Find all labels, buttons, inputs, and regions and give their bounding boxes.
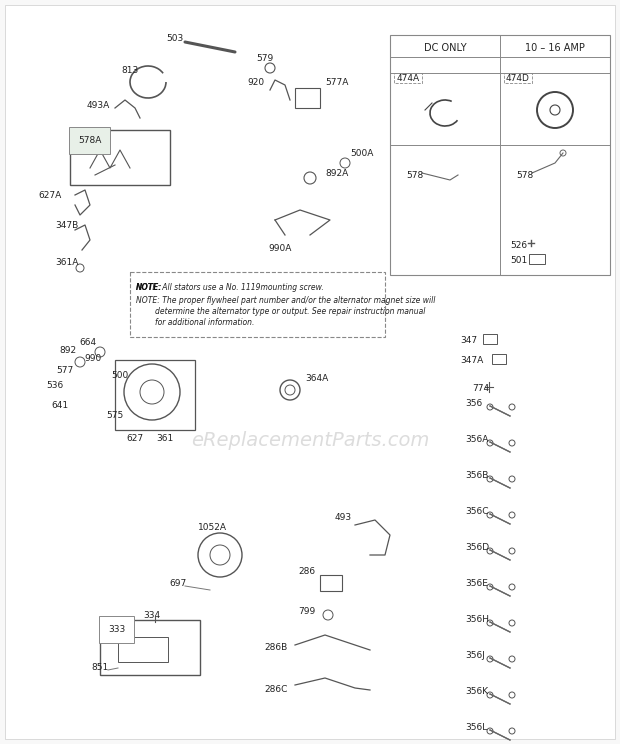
Text: for additional information.: for additional information. [136,318,254,327]
Text: eReplacementParts.com: eReplacementParts.com [191,431,429,449]
Bar [394,73,422,83]
Text: 361A: 361A [55,257,78,266]
Text: NOTE: The proper flywheel part number and/or the alternator magnet size will: NOTE: The proper flywheel part number an… [136,296,435,305]
Text: 578: 578 [516,170,534,179]
Text: 774: 774 [472,383,489,393]
Text: 364A: 364A [305,373,328,382]
Text: 286B: 286B [265,644,288,652]
Bar [295,88,320,108]
Text: 356J: 356J [465,650,485,659]
Text: 627: 627 [126,434,144,443]
Text: 503: 503 [166,33,184,42]
Text: DC ONLY: DC ONLY [423,43,466,53]
Text: 474A: 474A [396,74,420,83]
Text: 356C: 356C [465,507,489,516]
Bar [483,334,497,344]
Text: 500: 500 [112,371,128,379]
Bar [492,354,506,364]
Bar [529,254,545,264]
Text: 990: 990 [84,353,102,362]
Bar [504,73,532,83]
Text: 990A: 990A [268,243,291,252]
Text: 536: 536 [46,380,64,390]
Text: 286: 286 [298,568,315,577]
Bar [115,360,195,430]
Text: 334: 334 [143,611,161,620]
Text: 892A: 892A [325,168,348,178]
Text: 664: 664 [79,338,97,347]
Text: 347A: 347A [460,356,483,365]
Text: 356E: 356E [465,579,488,588]
Text: 920: 920 [248,77,265,86]
Text: 627A: 627A [39,190,62,199]
Text: 356D: 356D [465,542,489,551]
Text: 578: 578 [406,170,423,179]
Bar [70,130,170,185]
Text: 697: 697 [169,579,187,588]
Text: 333: 333 [108,625,125,634]
Text: 356K: 356K [465,687,488,696]
Text: 526: 526 [510,240,527,249]
Text: determine the alternator type or output. See repair instruction manual: determine the alternator type or output.… [136,307,425,316]
Text: 799: 799 [298,608,315,617]
Text: 493A: 493A [87,100,110,109]
Text: 10 – 16 AMP: 10 – 16 AMP [525,43,585,53]
Text: 577A: 577A [325,77,348,86]
Text: 578A: 578A [78,136,102,145]
Text: 575: 575 [107,411,123,420]
Bar [320,575,342,591]
Text: 347: 347 [460,336,477,344]
Text: 356H: 356H [465,615,489,623]
Text: 851: 851 [91,664,108,673]
Text: 501: 501 [510,255,527,265]
Text: 356A: 356A [465,434,489,443]
Text: 579: 579 [257,54,273,62]
Text: 493: 493 [335,513,352,522]
Bar [390,35,610,275]
Text: NOTE:: NOTE: [136,283,162,292]
Text: 356B: 356B [465,470,489,479]
Bar [118,637,168,662]
Text: 1052A: 1052A [198,522,227,531]
Text: 813: 813 [122,65,139,74]
Bar [100,620,200,675]
Text: 361: 361 [156,434,174,443]
Text: 500A: 500A [350,149,373,158]
Text: NOTE: All stators use a No. 1119mounting screw.: NOTE: All stators use a No. 1119mounting… [136,283,324,292]
Text: 577: 577 [56,365,74,374]
Text: 474D: 474D [506,74,530,83]
Text: 286C: 286C [265,685,288,694]
FancyBboxPatch shape [5,5,615,739]
Text: 356: 356 [465,399,482,408]
Text: 892: 892 [60,345,76,354]
Bar [130,272,385,337]
Text: 347B: 347B [55,220,78,229]
Text: 356L: 356L [465,722,487,731]
Text: 641: 641 [51,400,69,409]
